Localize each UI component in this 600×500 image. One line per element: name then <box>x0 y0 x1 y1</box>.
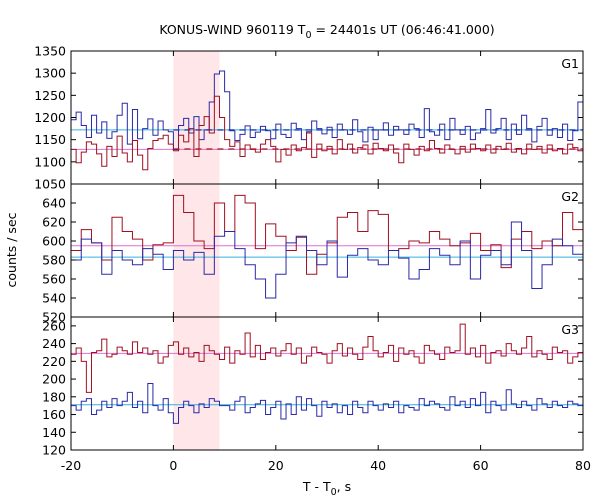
y-tick-label: 1300 <box>34 66 66 81</box>
panel-g3: 120 140 160 180 200 220 240 260 G3 <box>42 316 584 458</box>
panel-label-g2: G2 <box>561 189 579 204</box>
highlight-band <box>173 317 220 450</box>
y-tick-label: 1100 <box>34 154 66 169</box>
panel-g1: 1050 1100 1150 1200 1250 1300 1350 G1 <box>34 44 584 192</box>
x-tick-label: -20 <box>61 458 81 473</box>
series-step-1 <box>71 383 583 424</box>
x-tick-label: 80 <box>575 458 591 473</box>
y-tick-label: 620 <box>42 215 66 230</box>
highlight-band <box>173 51 220 184</box>
panel-frame <box>70 316 584 451</box>
y-tick-label: 1200 <box>34 110 66 125</box>
y-tick-label: 580 <box>42 253 66 268</box>
y-tick-label: 1050 <box>34 177 66 192</box>
y-tick-label: 140 <box>42 425 66 440</box>
series-step-0 <box>71 70 583 150</box>
y-tick-label: 260 <box>42 318 66 333</box>
y-tick-label: 1150 <box>34 132 66 147</box>
panel-label-g3: G3 <box>561 322 579 337</box>
x-axis-label: T - T0, s <box>302 479 351 498</box>
x-axis-label-suffix: , s <box>337 479 351 494</box>
y-tick-label: 540 <box>42 291 66 306</box>
plot-area <box>71 194 583 299</box>
panels-group: 1050110011501200125013001350G15205405605… <box>34 44 591 474</box>
series-step-1 <box>71 95 583 171</box>
panel-label-g1: G1 <box>561 56 579 71</box>
x-axis-label-subscript: 0 <box>331 487 337 498</box>
series-step-0 <box>71 323 583 393</box>
x-axis-label-prefix: T - T <box>302 479 331 494</box>
y-tick-label: 240 <box>42 336 66 351</box>
y-tick-label: 220 <box>42 354 66 369</box>
y-axis-label: counts / sec <box>4 212 19 287</box>
y-tick-label: 160 <box>42 407 66 422</box>
panel-g2: 520 540 560 580 600 620 640 G2 <box>42 183 584 325</box>
x-tick-label: 60 <box>473 458 489 473</box>
y-tick-label: 600 <box>42 234 66 249</box>
plot-area <box>71 70 583 171</box>
y-tick-label: 640 <box>42 196 66 211</box>
y-tick-label: 520 <box>42 310 66 325</box>
plot-area <box>71 323 583 424</box>
x-tick-label: 0 <box>169 458 177 473</box>
chart-title-suffix: = 24401s UT (06:46:41.000) <box>312 22 495 37</box>
y-tick-label: 560 <box>42 272 66 287</box>
y-tick-label: 1250 <box>34 88 66 103</box>
y-tick-label: 120 <box>42 443 66 458</box>
y-tick-label: 1350 <box>34 44 66 59</box>
x-tick-label: 20 <box>268 458 284 473</box>
chart-title: KONUS-WIND 960119 T0 = 24401s UT (06:46:… <box>159 22 494 41</box>
series-step-1 <box>71 221 583 299</box>
y-tick-label: 200 <box>42 372 66 387</box>
chart-title-subscript: 0 <box>305 30 311 41</box>
y-tick-label: 180 <box>42 389 66 404</box>
chart-title-prefix: KONUS-WIND 960119 T <box>159 22 305 37</box>
x-tick-label: 40 <box>370 458 386 473</box>
